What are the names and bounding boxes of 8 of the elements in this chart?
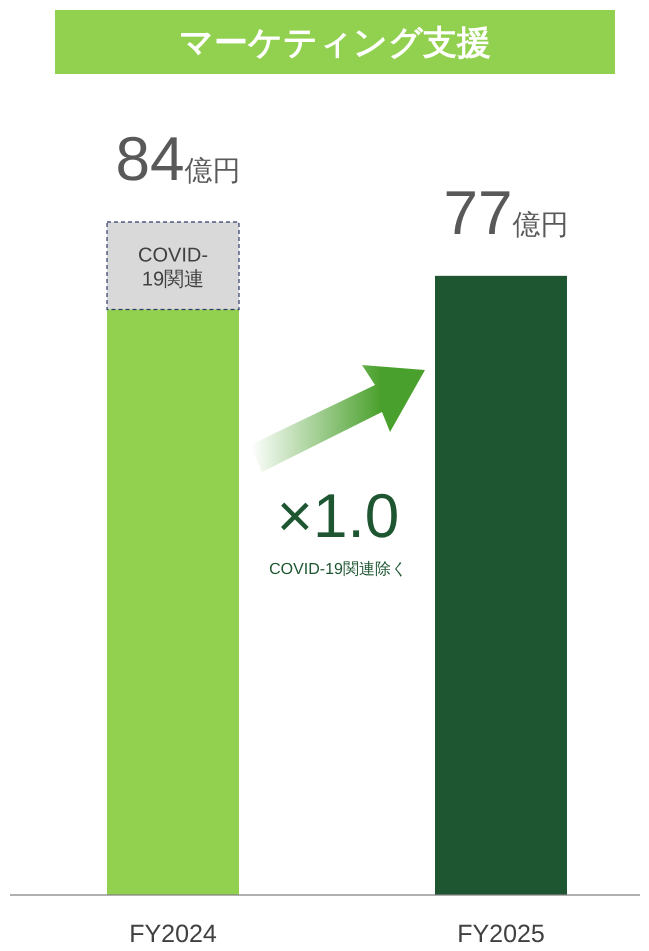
chart-title: マーケティング支援 (179, 24, 491, 62)
x-tick-label: FY2024 (129, 920, 217, 948)
annotation: COVID-19関連除く (269, 560, 407, 578)
series-label: COVID-19関連 (138, 244, 208, 291)
text: 84億円 (116, 125, 240, 194)
annotation: 77億円 (444, 178, 568, 248)
x-tick-label: FY2025 (457, 920, 545, 948)
annotation: ×1.0 (276, 482, 400, 551)
